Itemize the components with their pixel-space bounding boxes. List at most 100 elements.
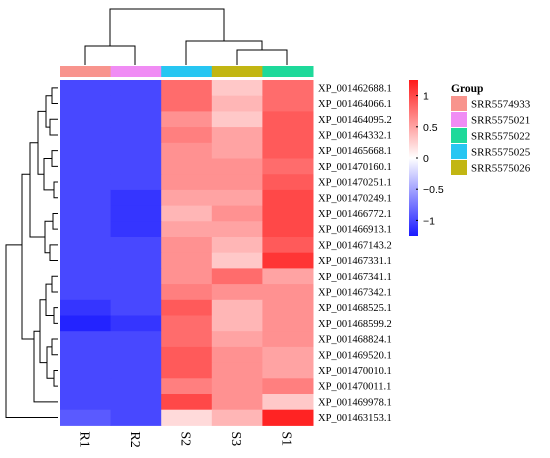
heatmap-cell: [161, 221, 213, 238]
column-dendrogram: [84, 8, 288, 65]
heatmap-cell: [161, 205, 213, 222]
heatmap-cell: [161, 346, 213, 364]
row-label: XP_001470011.1: [318, 382, 391, 393]
heatmap-cell: [262, 80, 314, 97]
dendrogram-branch: [45, 283, 54, 316]
heatmap-cell: [110, 189, 162, 207]
heatmap-cell: [161, 80, 213, 97]
dendrogram-branch: [49, 244, 58, 262]
heatmap-cell: [262, 111, 314, 128]
heatmap-cell: [110, 331, 162, 348]
legend-item-label: SRR5574933: [471, 99, 531, 111]
group-swatch-SRR5575021: [110, 66, 162, 77]
dendrogram-branch: [53, 307, 58, 324]
heatmap-cell: [60, 80, 112, 97]
legend-swatch: [451, 144, 467, 159]
heatmap-cell: [110, 409, 162, 426]
group-swatch-SRR5575026: [211, 66, 263, 77]
heatmap-cell: [110, 221, 162, 238]
heatmap-cell: [161, 252, 213, 269]
heatmap-cell: [262, 158, 314, 175]
heatmap-cell: [211, 111, 263, 128]
heatmap-cell: [60, 409, 112, 426]
group-swatch-SRR5574933: [60, 66, 112, 77]
row-label: XP_001467341.1: [318, 272, 392, 283]
heatmap-cell: [211, 189, 263, 207]
row-label: XP_001470160.1: [318, 162, 392, 173]
dendrogram-branch: [53, 369, 58, 387]
dendrogram-branch: [45, 95, 52, 128]
row-label: XP_001469978.1: [318, 397, 392, 408]
heatmap-cell: [110, 205, 162, 222]
row-label: XP_001468599.2: [318, 319, 392, 330]
colorbar-tick-label: 0.5: [423, 122, 438, 134]
legend-item-label: SRR5575022: [471, 131, 530, 143]
row-label: XP_001463153.1: [318, 413, 392, 424]
group-legend: Group SRR5574933 SRR5575021 SRR5575022 SRR55…: [451, 83, 531, 175]
heatmap-cell: [60, 127, 112, 144]
legend-item-label: SRR5575021: [471, 115, 530, 127]
heatmap-cell: [262, 331, 314, 348]
dendrogram-branch: [51, 275, 58, 293]
column-label-S3: S3: [228, 431, 243, 446]
row-label: XP_001470251.1: [318, 178, 392, 189]
heatmap-cell: [262, 346, 314, 364]
heatmap-cell: [262, 409, 314, 426]
dendrogram-branch: [51, 87, 58, 105]
heatmap-cell: [60, 268, 112, 285]
heatmap-cell: [262, 221, 314, 238]
heatmap-cell: [60, 315, 112, 332]
row-label: XP_001464066.1: [318, 99, 392, 110]
heatmap-cell: [161, 142, 213, 159]
heatmap-cell: [262, 268, 314, 285]
heatmap-cell: [211, 158, 263, 175]
heatmap-cell: [262, 95, 314, 112]
heatmap-cell: [60, 174, 112, 191]
row-label: XP_001466772.1: [318, 209, 392, 220]
dendrogram-branch: [5, 244, 58, 419]
column-labels: R1 R2 S2 S3 S1: [76, 431, 293, 447]
dendrogram-branch: [21, 173, 34, 340]
heatmap-cell: [262, 252, 314, 269]
heatmap-cell: [262, 315, 314, 332]
heatmap-cell: [211, 237, 263, 254]
row-label: XP_001467331.1: [318, 256, 392, 267]
heatmap-cell: [110, 95, 162, 112]
heatmap-cell: [211, 80, 263, 97]
heatmap-cell: [161, 378, 213, 395]
heatmap-cell: [262, 362, 314, 379]
heatmap-cell: [110, 80, 162, 97]
heatmap-cell: [110, 299, 162, 316]
heatmap-cell: [60, 378, 112, 395]
heatmap-cell: [161, 237, 213, 254]
legend-swatch: [451, 160, 467, 175]
legend-swatch: [451, 112, 467, 127]
heatmap-cell: [60, 111, 112, 128]
heatmap-cell: [110, 346, 162, 364]
heatmap-cell: [161, 409, 213, 426]
legend-item-label: SRR5575026: [471, 163, 531, 175]
heatmap-cell: [161, 174, 213, 191]
row-label: XP_001468525.1: [318, 303, 392, 314]
heatmap-cell: [110, 174, 162, 191]
heatmap-cell: [262, 237, 314, 254]
group-swatch-SRR5575022: [262, 66, 314, 77]
colorbar-gradient: [409, 80, 418, 236]
column-label-R1: R1: [76, 431, 91, 447]
heatmap-cell: [211, 299, 263, 316]
colorbar-tick-label: −0.5: [423, 184, 444, 196]
heatmap-cell: [110, 315, 162, 332]
heatmap-cell: [262, 127, 314, 144]
heatmap-cell: [161, 284, 213, 301]
legend-swatch: [451, 96, 467, 111]
heatmap-cell: [262, 189, 314, 207]
row-label: XP_001467143.2: [318, 240, 392, 251]
heatmap-cell: [60, 331, 112, 348]
dendrogram-branch: [29, 142, 45, 238]
row-label: XP_001466913.1: [318, 225, 392, 236]
heatmap-cell: [262, 142, 314, 159]
column-label-S1: S1: [279, 431, 294, 446]
row-label: XP_001468824.1: [318, 335, 392, 346]
legend-item-label: SRR5575025: [471, 147, 531, 159]
